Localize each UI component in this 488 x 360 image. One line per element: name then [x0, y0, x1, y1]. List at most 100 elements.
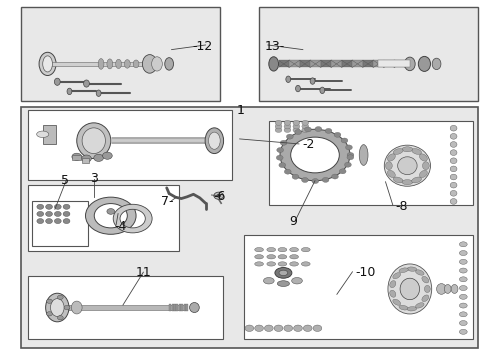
Bar: [372, 60, 384, 67]
Ellipse shape: [289, 255, 298, 259]
Ellipse shape: [431, 58, 440, 69]
Ellipse shape: [449, 174, 456, 180]
Ellipse shape: [42, 56, 52, 72]
Bar: [28, 185, 179, 251]
Ellipse shape: [458, 242, 466, 247]
Circle shape: [346, 153, 353, 157]
Ellipse shape: [266, 262, 275, 266]
Ellipse shape: [83, 80, 89, 87]
Circle shape: [63, 211, 70, 216]
Circle shape: [284, 120, 290, 125]
Ellipse shape: [406, 267, 416, 271]
Ellipse shape: [458, 303, 466, 308]
Ellipse shape: [295, 85, 300, 92]
Bar: [244, 235, 472, 339]
Circle shape: [292, 127, 299, 132]
Ellipse shape: [301, 248, 309, 252]
Ellipse shape: [96, 90, 101, 96]
Circle shape: [244, 325, 253, 332]
Circle shape: [275, 127, 282, 132]
Circle shape: [311, 179, 318, 184]
Circle shape: [45, 211, 52, 216]
Bar: [169, 304, 171, 311]
Ellipse shape: [458, 277, 466, 282]
Ellipse shape: [189, 302, 199, 312]
Bar: [186, 304, 188, 311]
Text: 11: 11: [135, 266, 151, 279]
Ellipse shape: [45, 293, 69, 322]
Bar: [176, 304, 178, 311]
Ellipse shape: [277, 281, 289, 287]
Ellipse shape: [384, 145, 429, 186]
Ellipse shape: [458, 251, 466, 256]
Circle shape: [314, 126, 321, 131]
Ellipse shape: [444, 284, 450, 293]
Bar: [21, 7, 220, 102]
Ellipse shape: [266, 255, 275, 259]
Ellipse shape: [449, 134, 456, 139]
Bar: [32, 202, 88, 246]
Ellipse shape: [285, 76, 290, 82]
Text: 1: 1: [236, 104, 244, 117]
Circle shape: [102, 152, 112, 159]
Circle shape: [301, 177, 308, 183]
Bar: [28, 276, 222, 339]
Ellipse shape: [449, 125, 456, 131]
Bar: [351, 60, 363, 67]
Circle shape: [303, 325, 311, 332]
Circle shape: [293, 325, 302, 332]
Circle shape: [325, 129, 331, 134]
Ellipse shape: [254, 248, 263, 252]
Bar: [377, 60, 409, 67]
Text: 7-: 7-: [161, 195, 174, 208]
Ellipse shape: [458, 268, 466, 273]
Circle shape: [37, 219, 43, 224]
Ellipse shape: [39, 52, 56, 76]
Wedge shape: [113, 204, 152, 233]
Circle shape: [294, 130, 301, 135]
Circle shape: [37, 211, 43, 216]
Ellipse shape: [67, 88, 72, 95]
Circle shape: [301, 120, 308, 125]
Bar: [28, 111, 232, 180]
Bar: [341, 60, 352, 67]
Bar: [181, 304, 183, 311]
Ellipse shape: [392, 299, 400, 305]
Circle shape: [292, 120, 299, 125]
Circle shape: [45, 219, 52, 224]
Text: -2: -2: [302, 138, 315, 151]
Circle shape: [284, 124, 290, 129]
Ellipse shape: [386, 154, 395, 161]
Circle shape: [291, 174, 298, 179]
Ellipse shape: [263, 278, 274, 284]
Circle shape: [312, 325, 321, 332]
Circle shape: [345, 145, 352, 150]
Circle shape: [274, 325, 283, 332]
Ellipse shape: [415, 270, 423, 275]
Ellipse shape: [208, 132, 220, 149]
Circle shape: [45, 204, 52, 209]
Ellipse shape: [450, 284, 457, 293]
Ellipse shape: [71, 301, 82, 314]
Bar: [42, 125, 56, 144]
Bar: [47, 62, 149, 66]
Circle shape: [57, 316, 63, 320]
Circle shape: [94, 154, 103, 161]
Circle shape: [304, 127, 311, 132]
Ellipse shape: [289, 262, 298, 266]
Ellipse shape: [389, 290, 395, 297]
Bar: [57, 305, 186, 310]
Ellipse shape: [54, 78, 60, 85]
Ellipse shape: [309, 78, 314, 84]
Ellipse shape: [319, 87, 324, 94]
Bar: [362, 60, 373, 67]
Circle shape: [63, 204, 70, 209]
Bar: [81, 158, 89, 163]
Ellipse shape: [401, 180, 412, 185]
Ellipse shape: [392, 177, 402, 183]
Ellipse shape: [301, 262, 309, 266]
Circle shape: [46, 312, 52, 316]
Circle shape: [107, 208, 115, 214]
Bar: [320, 60, 331, 67]
Ellipse shape: [278, 255, 286, 259]
